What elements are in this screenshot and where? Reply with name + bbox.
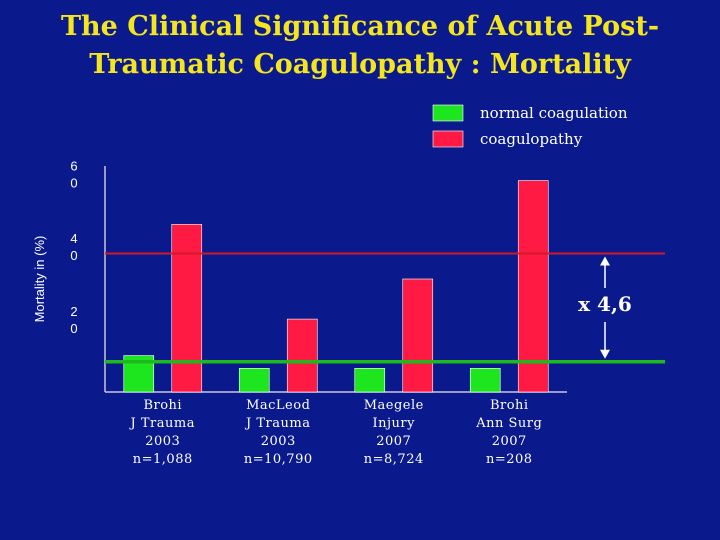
category-label: 2003 (261, 434, 296, 449)
normal-bar-4 (469, 368, 501, 393)
arrow-up-head (600, 256, 610, 266)
category-label: 2003 (145, 434, 180, 449)
category-label: n=10,790 (244, 452, 313, 467)
category-label: Brohi (490, 398, 529, 413)
category-label: Injury (373, 416, 416, 431)
category-label: MacLeod (246, 398, 310, 413)
legend-swatch-2 (432, 130, 464, 148)
category-label: Maegele (364, 398, 424, 413)
y-tick-label: 2 (70, 304, 77, 319)
category-label: n=1,088 (133, 452, 193, 467)
ratio-annotation: x 4,6 (578, 292, 632, 316)
category-label: J Trauma (129, 416, 195, 431)
category-label: 2007 (376, 434, 411, 449)
title-line-2: Traumatic Coagulopathy : Mortality (89, 49, 631, 80)
slide-title: The Clinical Significance of Acute Post-… (0, 8, 720, 84)
category-label: J Trauma (244, 416, 310, 431)
y-tick-label: 6 (70, 158, 77, 173)
normal-bar-3 (354, 368, 386, 393)
category-label: 2007 (492, 434, 527, 449)
category-label: Brohi (143, 398, 182, 413)
legend-swatch-1 (432, 104, 464, 122)
y-tick-label: 0 (70, 175, 77, 190)
y-tick-label: 0 (70, 321, 77, 336)
coag-bar-3 (402, 278, 434, 393)
coag-bar-1 (171, 224, 203, 393)
y-tick-label: 0 (70, 248, 77, 263)
y-axis-label: Mortality in (%) (32, 236, 47, 323)
legend-label-2: coagulopathy (480, 130, 583, 148)
y-tick-label: 4 (70, 231, 77, 246)
title-line-1: The Clinical Significance of Acute Post- (60, 11, 660, 42)
normal-bar-2 (238, 368, 270, 393)
arrow-down-head (600, 349, 610, 359)
coag-bar-2 (286, 318, 318, 393)
category-label: n=208 (486, 452, 533, 467)
category-label: n=8,724 (364, 452, 424, 467)
coag-bar-4 (517, 180, 549, 393)
category-label: Ann Surg (475, 416, 542, 431)
legend-label-1: normal coagulation (480, 104, 628, 122)
